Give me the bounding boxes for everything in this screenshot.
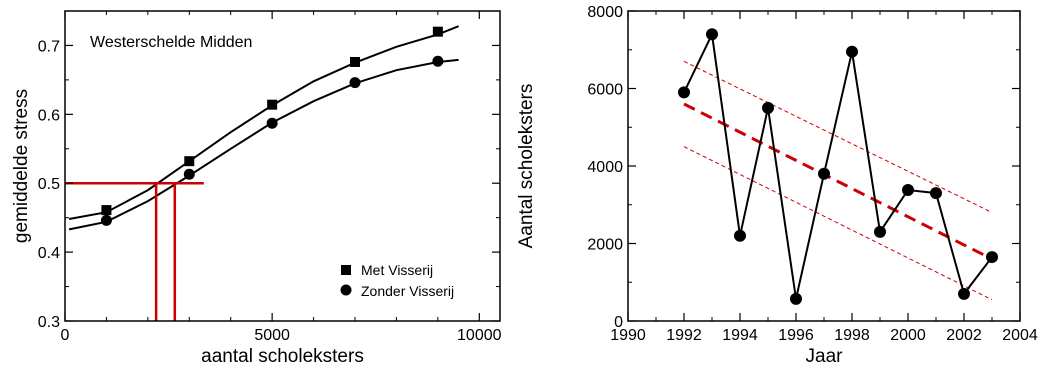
x-tick-label: 0 [61, 327, 70, 344]
y-tick-label: 0.3 [38, 314, 60, 331]
stress-legend: Met Visserij Zonder Visserij [340, 262, 454, 299]
y-tick-label: 6000 [587, 82, 623, 99]
circle-data-point [762, 101, 774, 114]
x-tick-label: 5000 [254, 327, 290, 344]
y-tick-label: 0.6 [38, 107, 60, 124]
confidence-upper-line [683, 60, 993, 213]
y-tick-label: 0.4 [38, 245, 60, 262]
circle-data-point [790, 292, 802, 305]
confidence-lower-line [683, 146, 993, 301]
x-tick-label: 1996 [778, 327, 814, 344]
stress-markers [100, 26, 444, 226]
x-tick-label: 1992 [666, 327, 702, 344]
x-tick-label: 2004 [1002, 327, 1038, 344]
y-tick-label: 4000 [587, 159, 623, 176]
series-curve [68, 25, 459, 220]
circle-data-point [902, 184, 914, 197]
population-markers [678, 28, 998, 305]
legend-circle-marker [340, 284, 352, 296]
circle-data-point [846, 45, 858, 58]
x-tick-label: 10000 [457, 327, 502, 344]
x-tick-label: 1998 [834, 327, 870, 344]
stress-annotation: Westerschelde Midden [90, 34, 252, 51]
stress-curves [68, 25, 459, 231]
population-plot-frame [627, 10, 1021, 322]
circle-data-point [874, 225, 886, 238]
square-data-point [101, 205, 112, 216]
square-data-point [267, 99, 278, 110]
population-series-line [683, 30, 993, 300]
population-y-axis-label: Aantal scholeksters [516, 84, 537, 249]
y-tick-label: 0.7 [38, 38, 60, 55]
legend-label-zonder-visserij: Zonder Visserij [361, 283, 454, 299]
stress-y-axis-label: gemiddelde stress [11, 89, 32, 243]
circle-data-point [986, 251, 998, 264]
circle-data-point [678, 86, 690, 99]
circle-data-point [930, 187, 942, 200]
threshold-lines [65, 181, 204, 321]
circle-data-point [266, 117, 278, 129]
legend-label-met-visserij: Met Visserij [361, 262, 433, 278]
circle-data-point [349, 77, 361, 89]
legend-square-marker [341, 265, 351, 275]
y-tick-label: 0.5 [38, 176, 60, 193]
circle-data-point [183, 168, 195, 180]
stress-axis-ticks: 0 5000 10000 0.3 0.4 0.5 0.6 0.7 [38, 10, 502, 344]
circle-data-point [818, 167, 830, 180]
circle-data-point [706, 28, 718, 41]
stress-plot-frame [64, 10, 501, 322]
stress-x-axis-label: aantal scholeksters [201, 346, 364, 367]
x-tick-label: 2000 [890, 327, 926, 344]
trend-fit-line [683, 102, 993, 261]
population-chart: 1990 1992 1994 1996 1998 2000 2002 2004 0 2000 400… [516, 4, 1038, 367]
x-tick-label: 1990 [610, 327, 646, 344]
circle-data-point [100, 214, 112, 226]
circle-data-point [958, 287, 970, 300]
circle-data-point [432, 55, 444, 67]
stress-chart: 0 5000 10000 0.3 0.4 0.5 0.6 0.7 Westerschelde … [11, 10, 502, 367]
square-data-point [184, 156, 195, 167]
population-x-axis-label: Jaar [806, 346, 844, 367]
square-data-point [350, 56, 360, 67]
series-curve [68, 58, 459, 231]
y-tick-label: 2000 [587, 237, 623, 254]
y-tick-label: 0 [614, 314, 623, 331]
circle-data-point [734, 229, 746, 242]
x-tick-label: 1994 [722, 327, 758, 344]
x-tick-label: 2002 [946, 327, 982, 344]
series-line [683, 30, 993, 300]
square-data-point [432, 26, 443, 37]
population-axis-ticks: 1990 1992 1994 1996 1998 2000 2002 2004 0 2000 400… [587, 4, 1037, 344]
trend-lines [683, 60, 993, 301]
y-tick-label: 8000 [587, 4, 623, 21]
